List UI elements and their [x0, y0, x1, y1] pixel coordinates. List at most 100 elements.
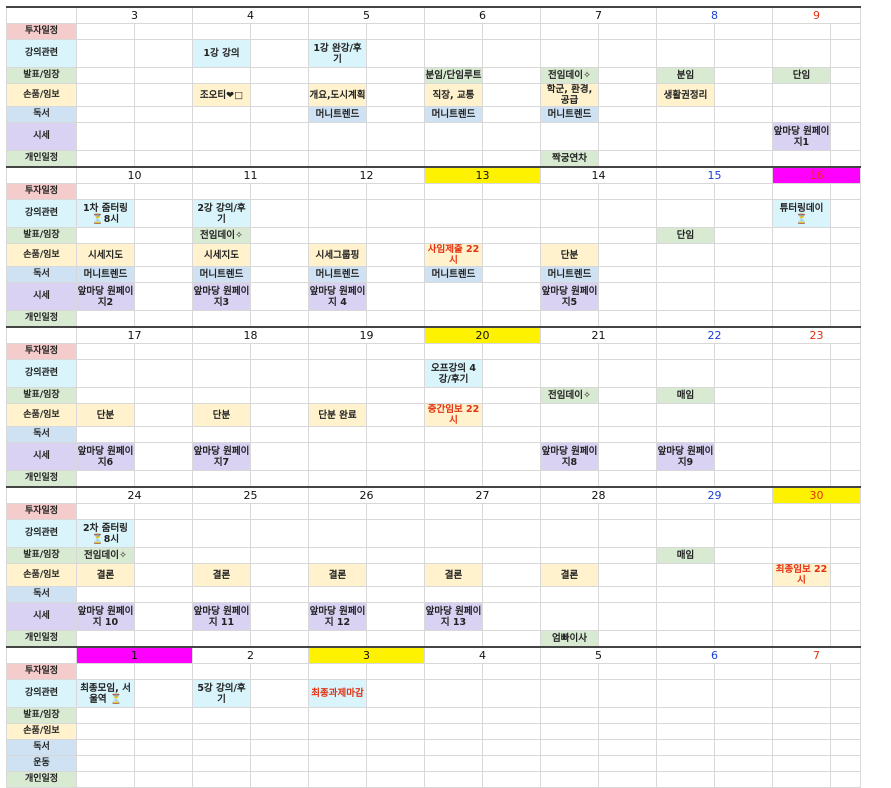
empty-cell[interactable] [540, 771, 599, 788]
empty-cell[interactable] [482, 679, 541, 708]
empty-cell[interactable] [772, 183, 831, 200]
empty-cell[interactable] [598, 387, 657, 404]
empty-cell[interactable] [76, 83, 135, 107]
empty-cell[interactable] [482, 602, 541, 631]
empty-cell[interactable] [714, 771, 773, 788]
empty-cell[interactable] [482, 282, 541, 311]
empty-cell[interactable] [714, 39, 773, 68]
empty-cell[interactable] [366, 602, 425, 631]
empty-cell[interactable] [772, 442, 831, 471]
empty-cell[interactable] [482, 771, 541, 788]
date-cell[interactable]: 27 [424, 486, 541, 504]
empty-cell[interactable] [540, 679, 599, 708]
empty-cell[interactable] [830, 602, 861, 631]
empty-cell[interactable] [714, 83, 773, 107]
empty-cell[interactable] [250, 519, 309, 548]
empty-cell[interactable] [656, 707, 715, 724]
empty-cell[interactable] [540, 586, 599, 603]
event-cell[interactable]: 앞마당 원페이지 4 [308, 282, 367, 311]
empty-cell[interactable] [134, 67, 193, 84]
empty-cell[interactable] [482, 266, 541, 283]
empty-cell[interactable] [250, 282, 309, 311]
empty-cell[interactable] [830, 243, 861, 267]
empty-cell[interactable] [714, 442, 773, 471]
empty-cell[interactable] [656, 586, 715, 603]
empty-cell[interactable] [772, 343, 831, 360]
empty-cell[interactable] [482, 67, 541, 84]
empty-cell[interactable] [134, 106, 193, 123]
empty-cell[interactable] [250, 426, 309, 443]
empty-cell[interactable] [134, 630, 193, 648]
empty-cell[interactable] [830, 150, 861, 168]
empty-cell[interactable] [830, 739, 861, 756]
empty-cell[interactable] [830, 707, 861, 724]
event-cell[interactable]: 앞마당 원페이지5 [540, 282, 599, 311]
empty-cell[interactable] [830, 630, 861, 648]
empty-cell[interactable] [366, 39, 425, 68]
empty-cell[interactable] [830, 23, 861, 40]
empty-cell[interactable] [598, 122, 657, 151]
empty-cell[interactable] [366, 343, 425, 360]
event-cell[interactable]: 오프강의 4강/후기 [424, 359, 483, 388]
empty-cell[interactable] [192, 150, 251, 168]
empty-cell[interactable] [540, 199, 599, 228]
empty-cell[interactable] [656, 771, 715, 788]
empty-cell[interactable] [598, 470, 657, 488]
empty-cell[interactable] [76, 503, 135, 520]
empty-cell[interactable] [772, 23, 831, 40]
empty-cell[interactable] [482, 739, 541, 756]
event-cell[interactable]: 머니트렌드 [540, 266, 599, 283]
empty-cell[interactable] [192, 519, 251, 548]
empty-cell[interactable] [656, 150, 715, 168]
empty-cell[interactable] [366, 266, 425, 283]
empty-cell[interactable] [656, 630, 715, 648]
empty-cell[interactable] [308, 503, 367, 520]
empty-cell[interactable] [134, 755, 193, 772]
empty-cell[interactable] [482, 403, 541, 427]
empty-cell[interactable] [830, 563, 861, 587]
date-cell[interactable]: 16 [772, 166, 861, 184]
empty-cell[interactable] [192, 707, 251, 724]
empty-cell[interactable] [250, 387, 309, 404]
empty-cell[interactable] [714, 602, 773, 631]
event-cell[interactable]: 2강 강의/후기 [192, 199, 251, 228]
empty-cell[interactable] [424, 771, 483, 788]
empty-cell[interactable] [308, 547, 367, 564]
empty-cell[interactable] [366, 150, 425, 168]
empty-cell[interactable] [250, 67, 309, 84]
date-cell[interactable]: 4 [424, 646, 541, 664]
empty-cell[interactable] [598, 282, 657, 311]
empty-cell[interactable] [308, 707, 367, 724]
empty-cell[interactable] [714, 723, 773, 740]
empty-cell[interactable] [250, 39, 309, 68]
empty-cell[interactable] [714, 547, 773, 564]
empty-cell[interactable] [656, 602, 715, 631]
empty-cell[interactable] [772, 739, 831, 756]
empty-cell[interactable] [424, 426, 483, 443]
empty-cell[interactable] [308, 739, 367, 756]
empty-cell[interactable] [250, 266, 309, 283]
empty-cell[interactable] [830, 679, 861, 708]
empty-cell[interactable] [250, 150, 309, 168]
empty-cell[interactable] [540, 547, 599, 564]
empty-cell[interactable] [482, 150, 541, 168]
empty-cell[interactable] [424, 343, 483, 360]
event-cell[interactable]: 결론 [424, 563, 483, 587]
empty-cell[interactable] [424, 122, 483, 151]
empty-cell[interactable] [714, 122, 773, 151]
empty-cell[interactable] [250, 122, 309, 151]
empty-cell[interactable] [598, 83, 657, 107]
empty-cell[interactable] [308, 723, 367, 740]
empty-cell[interactable] [714, 739, 773, 756]
empty-cell[interactable] [772, 150, 831, 168]
empty-cell[interactable] [76, 630, 135, 648]
empty-cell[interactable] [714, 519, 773, 548]
empty-cell[interactable] [772, 403, 831, 427]
date-cell[interactable]: 24 [76, 486, 193, 504]
date-cell[interactable]: 3 [308, 646, 425, 664]
empty-cell[interactable] [540, 707, 599, 724]
empty-cell[interactable] [482, 122, 541, 151]
empty-cell[interactable] [250, 470, 309, 488]
empty-cell[interactable] [250, 707, 309, 724]
empty-cell[interactable] [714, 679, 773, 708]
